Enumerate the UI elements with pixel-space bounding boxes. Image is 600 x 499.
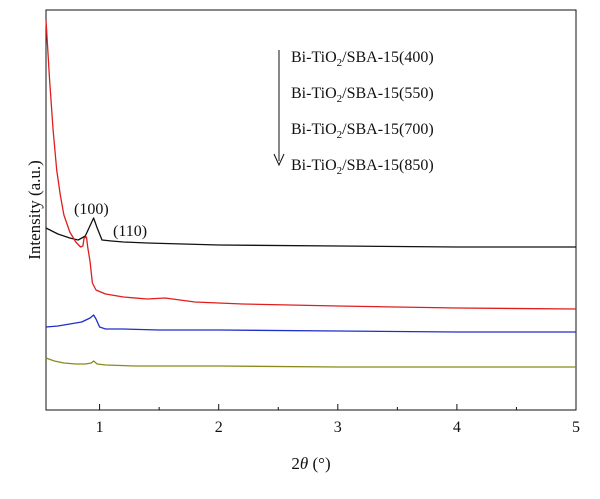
x-tick-label-3: 3 [334, 419, 342, 436]
x-ticks: 1 2 3 4 5 [96, 404, 580, 436]
annotation-110: (110) [113, 223, 147, 240]
series-line-2 [45, 19, 577, 310]
legend-order-arrow-icon [273, 153, 285, 167]
y-axis-label: Intensity (a.u.) [25, 160, 44, 260]
series-line-1 [45, 217, 576, 248]
x-tick-label-5: 5 [572, 419, 580, 436]
series-line-4 [45, 357, 576, 368]
x-tick-label-2: 2 [215, 419, 223, 436]
legend-entry-4: Bi-TiO2/SBA-15(850) [291, 157, 434, 177]
x-tick-label-1: 1 [96, 419, 104, 436]
annotation-100: (100) [74, 201, 109, 218]
legend-entry-2: Bi-TiO2/SBA-15(550) [291, 85, 434, 105]
series-line-3 [45, 314, 576, 333]
x-tick-label-4: 4 [453, 419, 461, 436]
legend: Bi-TiO2/SBA-15(400) Bi-TiO2/SBA-15(550) … [273, 49, 434, 177]
series-layer [45, 19, 577, 368]
x-axis-label: 2θ (°) [291, 454, 330, 473]
plot-frame [45, 9, 577, 411]
legend-entry-1: Bi-TiO2/SBA-15(400) [291, 49, 434, 69]
legend-entry-3: Bi-TiO2/SBA-15(700) [291, 121, 434, 141]
